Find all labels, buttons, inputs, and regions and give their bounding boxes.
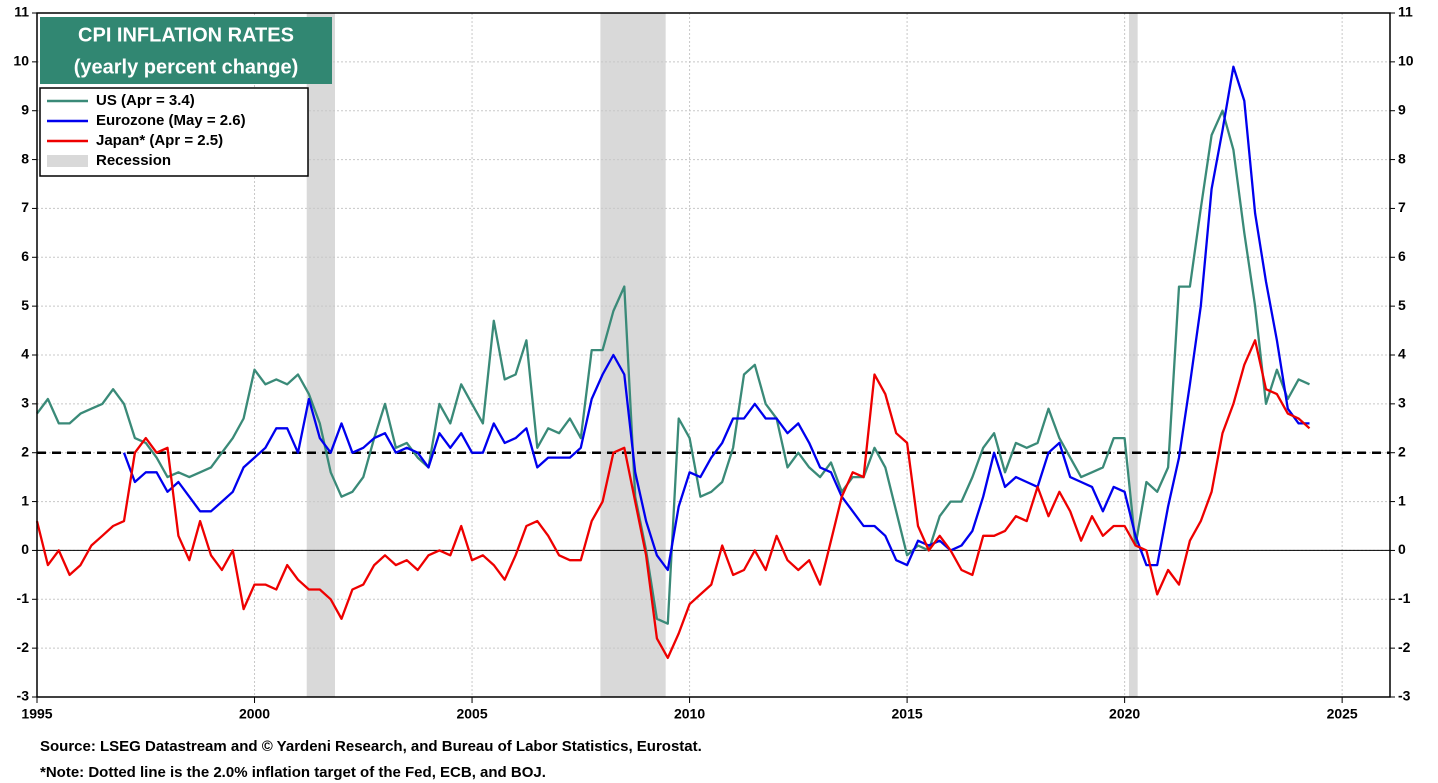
y-tick-label: 4 — [21, 346, 29, 362]
x-tick-label: 2015 — [892, 706, 923, 722]
x-tick-label: 2000 — [239, 706, 270, 722]
x-tick-label: 2005 — [456, 706, 487, 722]
y-tick-label: 1 — [21, 492, 29, 508]
series-line — [122, 65, 1310, 572]
y2-tick-label: 2 — [1398, 443, 1406, 459]
series-line — [36, 109, 1310, 625]
legend-label: Recession — [96, 152, 171, 169]
x-tick-label: 1995 — [21, 706, 52, 722]
y2-tick-label: -2 — [1398, 639, 1411, 655]
y-tick-label: 3 — [21, 395, 29, 411]
y-tick-label: -1 — [17, 590, 30, 606]
x-tick-label: 2020 — [1109, 706, 1140, 722]
chart-subtitle: (yearly percent change) — [74, 56, 299, 78]
source-note: Source: LSEG Datastream and © Yardeni Re… — [40, 738, 702, 755]
y2-tick-label: 8 — [1398, 150, 1406, 166]
y-tick-label: 9 — [21, 101, 29, 117]
y-tick-label: 7 — [21, 199, 29, 215]
y2-tick-label: -3 — [1398, 688, 1411, 704]
x-tick-label: 2010 — [674, 706, 705, 722]
legend-label: Japan* (Apr = 2.5) — [96, 132, 223, 149]
y2-tick-label: 3 — [1398, 395, 1406, 411]
x-tick-label: 2025 — [1327, 706, 1358, 722]
y2-tick-label: 5 — [1398, 297, 1406, 313]
y2-tick-label: 9 — [1398, 101, 1406, 117]
target-note: *Note: Dotted line is the 2.0% inflation… — [40, 764, 546, 781]
legend-swatch — [47, 155, 88, 167]
y-tick-label: 6 — [21, 248, 29, 264]
title-box — [40, 17, 332, 84]
y2-tick-label: 4 — [1398, 346, 1406, 362]
y-tick-label: -3 — [17, 688, 30, 704]
y2-tick-label: 1 — [1398, 492, 1406, 508]
y-tick-label: 11 — [14, 4, 29, 20]
y-tick-label: 2 — [21, 443, 29, 459]
y-tick-label: 8 — [21, 150, 29, 166]
y2-tick-label: 7 — [1398, 199, 1406, 215]
y-tick-label: 0 — [21, 541, 29, 557]
series-line — [35, 339, 1311, 660]
y2-tick-label: 11 — [1398, 4, 1413, 20]
y-tick-label: -2 — [17, 639, 30, 655]
chart-title: CPI INFLATION RATES — [78, 24, 294, 46]
legend-label: Eurozone (May = 2.6) — [96, 112, 246, 129]
y2-tick-label: 0 — [1398, 541, 1406, 557]
y-tick-label: 10 — [13, 53, 29, 69]
y2-tick-label: 6 — [1398, 248, 1406, 264]
y2-tick-label: -1 — [1398, 590, 1411, 606]
legend-label: US (Apr = 3.4) — [96, 92, 195, 109]
y2-tick-label: 10 — [1398, 53, 1414, 69]
y-tick-label: 5 — [21, 297, 29, 313]
plot-frame — [36, 12, 1391, 698]
